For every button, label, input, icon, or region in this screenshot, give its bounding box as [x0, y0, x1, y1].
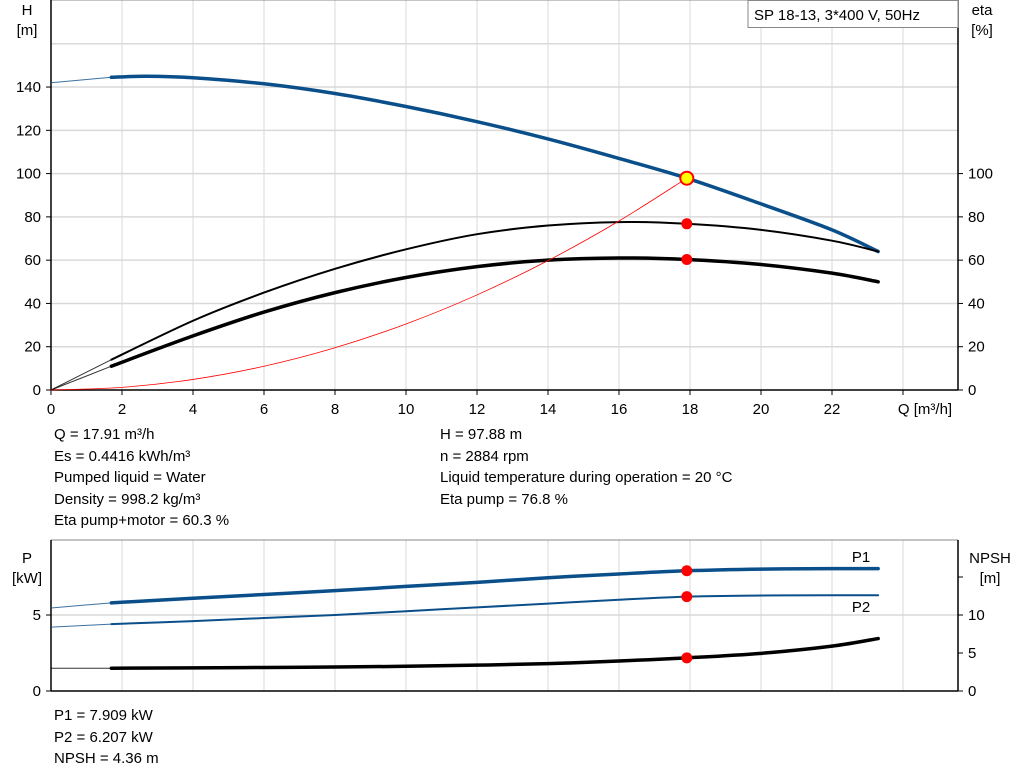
- curve-eta_pump-extension: [50, 359, 112, 391]
- y2-axis-label: eta: [972, 2, 994, 19]
- info-density: Density = 998.2 kg/m³: [54, 490, 201, 508]
- y-tick-label: 120: [16, 122, 41, 139]
- y-tick-label: 40: [24, 295, 41, 312]
- y2-tick-label: 100: [968, 166, 993, 183]
- curve-eta_pump_motor: [109, 256, 880, 368]
- info-specific-energy: Es = 0.4416 kWh/m³: [54, 447, 191, 465]
- x-tick-label: 2: [118, 401, 126, 418]
- curve-P2-extension: [50, 623, 112, 628]
- info-eta-pump-motor: Eta pump+motor = 60.3 %: [54, 512, 230, 529]
- series-label-p2: P2: [852, 599, 870, 616]
- info-npsh: NPSH = 4.36 m: [54, 750, 159, 767]
- series-label-p1: P1: [852, 549, 870, 566]
- y2-tick-label: 0: [968, 683, 976, 700]
- y-axis-label: P: [22, 550, 32, 567]
- y-tick-label: 0: [33, 382, 41, 399]
- info-liquid-temperature: Liquid temperature during operation = 20…: [440, 469, 733, 486]
- power-npsh-plot: [46, 539, 963, 692]
- y-axis-label: H: [22, 2, 33, 19]
- info-pumped-liquid: Pumped liquid = Water: [54, 469, 206, 486]
- curve-NPSH: [109, 636, 880, 670]
- info-head: H = 97.88 m: [440, 426, 523, 443]
- y2-tick-label: 5: [968, 645, 976, 662]
- info-p1: P1 = 7.909 kW: [54, 707, 153, 724]
- y2-tick-label: 40: [968, 295, 985, 312]
- marker-P2: [681, 591, 693, 603]
- x-tick-label: 6: [260, 401, 268, 418]
- chart-title-pump-model: SP 18-13, 3*400 V, 50Hz: [754, 7, 920, 24]
- curve-P1-extension: [50, 602, 112, 609]
- y-tick-label: 60: [24, 252, 41, 269]
- head-efficiency-plot: [46, 0, 963, 395]
- marker-eta_pump_motor: [681, 254, 693, 266]
- curve-H-extension: [50, 76, 112, 84]
- x-tick-label: 8: [331, 401, 339, 418]
- y-axis-unit: [m]: [17, 22, 38, 39]
- x-tick-label: 14: [540, 401, 557, 418]
- y2-axis-unit: [%]: [971, 22, 993, 39]
- x-axis-label: Q [m³/h]: [898, 401, 952, 418]
- marker-NPSH: [681, 652, 693, 664]
- x-tick-label: 20: [753, 401, 770, 418]
- curve-eta_pump_motor-extension: [50, 365, 112, 391]
- curve-P2: [110, 594, 880, 626]
- x-tick-label: 22: [824, 401, 841, 418]
- marker-P1: [681, 565, 693, 577]
- info-top-left: Q = 17.91 m³/h Es = 0.4416 kWh/m³ Pumped…: [54, 424, 229, 532]
- info-speed: n = 2884 rpm: [440, 447, 529, 465]
- info-bottom: P1 = 7.909 kW P2 = 6.207 kW NPSH = 4.36 …: [54, 705, 159, 770]
- y-tick-label: 5: [33, 607, 41, 624]
- y2-axis-unit: [m]: [980, 570, 1001, 587]
- y2-axis-label: NPSH: [969, 550, 1011, 567]
- marker-eta_pump: [681, 218, 693, 230]
- curve-H: [109, 74, 880, 254]
- y-tick-label: 0: [33, 683, 41, 700]
- x-tick-label: 10: [398, 401, 415, 418]
- y-axis-unit: [kW]: [12, 570, 42, 587]
- legend-box: [747, 0, 959, 28]
- info-p2: P2 = 6.207 kW: [54, 728, 153, 746]
- y-tick-label: 20: [24, 339, 41, 356]
- marker-H: [679, 170, 695, 186]
- x-tick-label: 4: [189, 401, 197, 418]
- x-tick-label: 16: [611, 401, 628, 418]
- x-tick-label: 0: [47, 401, 55, 418]
- y2-tick-label: 0: [968, 382, 976, 399]
- y2-tick-label: 60: [968, 252, 985, 269]
- curve-eta_pump: [110, 221, 880, 361]
- info-eta-pump: Eta pump = 76.8 %: [440, 490, 568, 508]
- y2-tick-label: 10: [968, 607, 985, 624]
- y-tick-label: 140: [16, 79, 41, 96]
- curve-system_curve: [50, 177, 688, 391]
- x-tick-label: 18: [682, 401, 699, 418]
- y2-tick-label: 80: [968, 209, 985, 226]
- x-tick-label: 12: [469, 401, 486, 418]
- y2-tick-label: 20: [968, 339, 985, 356]
- info-flow: Q = 17.91 m³/h: [54, 426, 155, 443]
- y-tick-label: 80: [24, 209, 41, 226]
- curve-P1: [109, 566, 880, 605]
- y-tick-label: 100: [16, 166, 41, 183]
- info-top-right: H = 97.88 m n = 2884 rpm Liquid temperat…: [440, 424, 732, 510]
